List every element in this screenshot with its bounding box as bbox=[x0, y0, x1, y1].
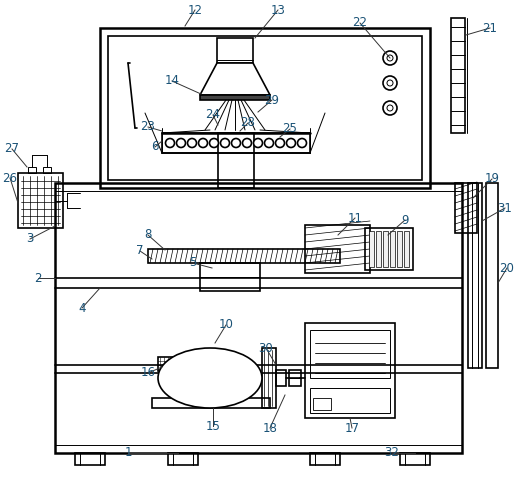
Bar bbox=[310, 388, 390, 413]
Text: 26: 26 bbox=[3, 171, 17, 185]
Circle shape bbox=[383, 51, 397, 65]
Text: 20: 20 bbox=[500, 261, 514, 274]
Bar bbox=[310, 453, 340, 465]
Bar bbox=[310, 330, 390, 378]
Polygon shape bbox=[200, 63, 270, 95]
Text: 8: 8 bbox=[144, 228, 152, 242]
Circle shape bbox=[383, 76, 397, 90]
Bar bbox=[276, 370, 286, 386]
Text: 27: 27 bbox=[5, 142, 19, 156]
Circle shape bbox=[220, 139, 229, 147]
Bar bbox=[390, 231, 395, 267]
Circle shape bbox=[287, 139, 296, 147]
Text: 4: 4 bbox=[78, 301, 86, 314]
Bar bbox=[18, 173, 63, 228]
Circle shape bbox=[265, 139, 274, 147]
Text: 25: 25 bbox=[282, 123, 298, 136]
Text: 3: 3 bbox=[26, 232, 34, 245]
Text: 23: 23 bbox=[141, 120, 155, 133]
Bar bbox=[162, 133, 310, 153]
Text: 2: 2 bbox=[34, 271, 42, 284]
Ellipse shape bbox=[158, 348, 262, 408]
Circle shape bbox=[187, 139, 196, 147]
Bar bbox=[313, 398, 331, 410]
Bar bbox=[108, 36, 422, 180]
Text: 14: 14 bbox=[164, 74, 180, 87]
Bar bbox=[200, 263, 260, 291]
Bar bbox=[468, 183, 482, 368]
Circle shape bbox=[387, 80, 393, 86]
Bar bbox=[397, 231, 402, 267]
Bar bbox=[369, 231, 374, 267]
Text: 5: 5 bbox=[190, 256, 197, 270]
Text: 29: 29 bbox=[265, 94, 279, 106]
Bar bbox=[152, 398, 270, 408]
Bar bbox=[455, 183, 477, 233]
Bar bbox=[100, 28, 430, 188]
Bar bbox=[262, 348, 276, 408]
Bar bbox=[365, 228, 413, 270]
Bar bbox=[217, 38, 253, 63]
Bar bbox=[75, 453, 105, 465]
Bar bbox=[404, 231, 409, 267]
Text: 10: 10 bbox=[218, 318, 234, 331]
Text: 15: 15 bbox=[206, 420, 220, 432]
Circle shape bbox=[298, 139, 307, 147]
Bar bbox=[376, 231, 381, 267]
Bar bbox=[200, 95, 270, 100]
Bar bbox=[158, 357, 176, 371]
Bar bbox=[400, 453, 430, 465]
Bar bbox=[305, 323, 395, 418]
Text: 21: 21 bbox=[482, 22, 498, 34]
Circle shape bbox=[232, 139, 240, 147]
Bar bbox=[168, 453, 198, 465]
Bar bbox=[289, 370, 301, 386]
Text: 11: 11 bbox=[348, 212, 362, 225]
Text: 17: 17 bbox=[344, 422, 360, 435]
Text: 6: 6 bbox=[151, 141, 159, 154]
Text: 31: 31 bbox=[498, 201, 512, 214]
Bar bbox=[383, 231, 388, 267]
Circle shape bbox=[176, 139, 185, 147]
Bar bbox=[305, 225, 370, 273]
Bar bbox=[55, 183, 462, 453]
Text: 16: 16 bbox=[141, 367, 155, 380]
Text: 7: 7 bbox=[136, 244, 144, 257]
Circle shape bbox=[387, 105, 393, 111]
Text: 18: 18 bbox=[262, 422, 277, 435]
Circle shape bbox=[276, 139, 285, 147]
Text: 13: 13 bbox=[270, 3, 286, 16]
Bar bbox=[451, 18, 465, 133]
Bar bbox=[486, 183, 498, 368]
Bar bbox=[43, 167, 51, 173]
Circle shape bbox=[198, 139, 207, 147]
Text: 22: 22 bbox=[352, 16, 368, 29]
Circle shape bbox=[165, 139, 174, 147]
Text: 19: 19 bbox=[485, 172, 499, 185]
Text: 9: 9 bbox=[401, 213, 409, 227]
Bar bbox=[28, 167, 36, 173]
Text: 28: 28 bbox=[240, 116, 256, 129]
Text: 24: 24 bbox=[205, 109, 220, 122]
Bar bbox=[218, 133, 254, 188]
Text: 30: 30 bbox=[259, 341, 274, 355]
Text: 1: 1 bbox=[124, 446, 132, 459]
Circle shape bbox=[383, 101, 397, 115]
Circle shape bbox=[254, 139, 262, 147]
Circle shape bbox=[209, 139, 218, 147]
Circle shape bbox=[243, 139, 251, 147]
Circle shape bbox=[387, 55, 393, 61]
Text: 32: 32 bbox=[385, 446, 400, 459]
Bar bbox=[148, 249, 340, 263]
Text: 12: 12 bbox=[187, 3, 203, 16]
